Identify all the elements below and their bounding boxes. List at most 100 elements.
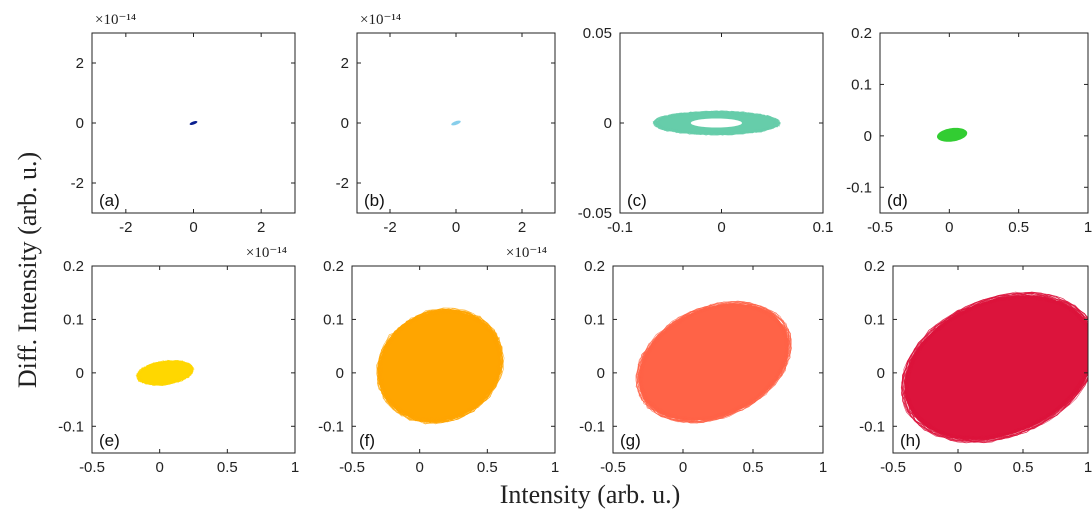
panel-label: (f) — [359, 431, 375, 450]
axes-box — [612, 265, 824, 454]
y-tick-label: 0.2 — [864, 258, 885, 275]
panel-h: -0.5 0 0.5 1 -0.1 0 0.1 0.2 (h) — [859, 258, 1092, 476]
x-tick-label: 2 — [257, 219, 265, 236]
x-tick-label: -0.5 — [600, 459, 626, 476]
y-tick-label: -0.05 — [578, 205, 612, 222]
panel-label: (a) — [99, 191, 120, 210]
data-trace — [637, 302, 790, 423]
data-trace — [377, 309, 502, 423]
panel-label: (g) — [620, 431, 641, 450]
y-tick-label: -0.1 — [579, 418, 605, 435]
x-tick-label: 1 — [551, 459, 559, 476]
y-tick-label: 0.1 — [323, 311, 344, 328]
data-blob — [937, 127, 968, 142]
data-group — [189, 121, 198, 125]
x-tick-label: 1 — [291, 459, 299, 476]
x-tick-label: 0.5 — [477, 459, 498, 476]
data-trace — [641, 304, 787, 419]
x-tick-label: -2 — [119, 219, 132, 236]
panel-label: (h) — [900, 431, 921, 450]
x-tick-label: 0.5 — [743, 459, 764, 476]
data-group — [900, 291, 1088, 444]
y-tick-label: -0.1 — [58, 418, 84, 435]
x-tick-label: -2 — [383, 219, 396, 236]
panel-d: -0.5 0 0.5 1 -0.1 0 0.1 0.2 (d) — [846, 25, 1092, 236]
data-trace — [380, 311, 500, 421]
panel-label: (d) — [887, 191, 908, 210]
data-trace — [655, 111, 778, 135]
exponent-multiplier: ×10⁻¹⁴ — [246, 245, 287, 261]
x-tick-label: -0.5 — [339, 459, 365, 476]
y-tick-label: 0 — [76, 365, 84, 382]
figure-xlabel: Intensity (arb. u.) — [500, 480, 681, 509]
panel-g: -0.5 0 0.5 1 -0.1 0 0.1 0.2 (g) — [579, 258, 827, 476]
y-tick-label: 0.1 — [851, 76, 872, 93]
y-tick-label: 2 — [76, 55, 84, 72]
panel-f: -0.5 0 0.5 1 -0.1 0 0.1 0.2 (f) ×10⁻¹⁴ — [318, 245, 559, 476]
x-tick-label: 0 — [415, 459, 423, 476]
data-trace — [901, 292, 1088, 443]
exponent-multiplier: ×10⁻¹⁴ — [360, 12, 401, 28]
x-tick-label: 0 — [155, 459, 163, 476]
y-tick-label: -0.1 — [846, 179, 872, 196]
panel-a: -2 0 2 -2 0 2 (a) ×10⁻¹⁴ — [71, 12, 296, 236]
x-tick-label: 0 — [945, 219, 953, 236]
y-tick-label: 0 — [336, 365, 344, 382]
x-tick-label: 2 — [518, 219, 526, 236]
data-trace — [902, 291, 1088, 442]
x-tick-label: -0.1 — [607, 219, 633, 236]
data-group — [376, 307, 505, 425]
y-tick-label: 0 — [877, 365, 885, 382]
axes-box — [619, 32, 824, 214]
y-tick-label: 0.1 — [584, 311, 605, 328]
x-tick-label: 0 — [954, 459, 962, 476]
axes-box — [91, 265, 296, 454]
x-tick-label: 0.5 — [1008, 219, 1029, 236]
panel-b: -2 0 2 -2 0 2 (b) ×10⁻¹⁴ — [336, 12, 556, 236]
y-tick-label: 0 — [864, 128, 872, 145]
x-tick-label: 0 — [452, 219, 460, 236]
x-tick-label: 0 — [189, 219, 197, 236]
data-trace — [907, 297, 1088, 438]
y-tick-label: 0.2 — [63, 258, 84, 275]
x-tick-label: 0 — [717, 219, 725, 236]
data-blob — [904, 295, 1088, 440]
panel-label: (e) — [99, 431, 120, 450]
panel-label: (b) — [364, 191, 385, 210]
data-blob — [189, 121, 198, 125]
panel-c: -0.1 0 0.1 -0.05 0 0.05 (c) — [578, 25, 834, 236]
x-tick-label: -0.5 — [867, 219, 893, 236]
x-tick-label: 1 — [1084, 219, 1092, 236]
data-group — [937, 127, 968, 142]
x-tick-label: -0.5 — [880, 459, 906, 476]
x-tick-label: -0.5 — [79, 459, 105, 476]
x-tick-label: 1 — [819, 459, 827, 476]
data-blob — [639, 303, 789, 421]
data-blob — [655, 112, 778, 134]
data-group — [135, 359, 195, 386]
y-tick-label: 2 — [341, 55, 349, 72]
panel-e: -0.5 0 0.5 1 -0.1 0 0.1 0.2 (e) ×10⁻¹⁴ — [58, 245, 299, 476]
exponent-multiplier: ×10⁻¹⁴ — [506, 245, 547, 261]
x-tick-label: 0.1 — [813, 219, 834, 236]
data-blob — [379, 310, 501, 421]
y-tick-label: 0 — [604, 115, 612, 132]
data-group — [652, 110, 781, 136]
data-group — [451, 120, 461, 126]
panel-label: (c) — [627, 191, 647, 210]
y-tick-label: 0.2 — [584, 258, 605, 275]
y-tick-label: 0.05 — [583, 25, 612, 42]
y-tick-label: 0 — [341, 115, 349, 132]
figure-ylabel: Diff. Intensity (arb. u.) — [13, 152, 42, 388]
y-tick-label: -2 — [71, 175, 84, 192]
data-trace — [903, 295, 1088, 442]
x-tick-label: 0.5 — [217, 459, 238, 476]
y-tick-label: -0.1 — [318, 418, 344, 435]
axes-box — [892, 265, 1089, 454]
exponent-multiplier: ×10⁻¹⁴ — [95, 12, 136, 28]
y-tick-label: 0 — [76, 115, 84, 132]
y-tick-label: 0.2 — [851, 25, 872, 42]
y-tick-label: 0.1 — [864, 311, 885, 328]
data-trace — [137, 360, 194, 386]
